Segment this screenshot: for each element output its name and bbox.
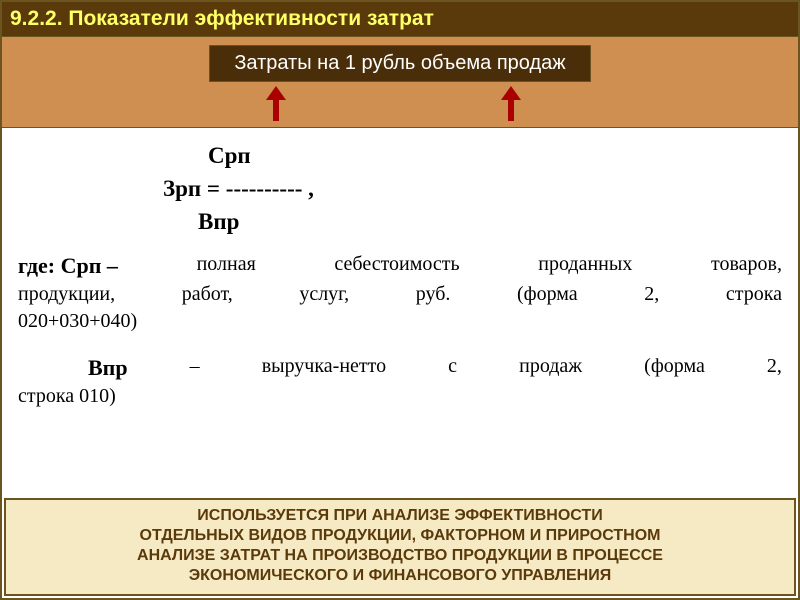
arrows-row [2,86,798,126]
subheader-box: Затраты на 1 рубль объема продаж [209,45,590,82]
where-prefix: где: [18,253,61,278]
formula-equation: Зрп = ---------- , [18,173,782,204]
d2w3: продаж [519,353,582,383]
d2w1: выручка-нетто [262,353,386,383]
d1w1: себестоимость [334,251,459,281]
arrow-up-icon [502,86,520,122]
d1r2w4: (форма [517,281,578,308]
footer-line2: ОТДЕЛЬНЫХ ВИДОВ ПРОДУКЦИИ, ФАКТОРНОМ И П… [16,526,784,546]
srp-label: Срп – [61,253,118,278]
formula-denominator: Впр [18,206,782,237]
d1w0: полная [197,251,256,281]
d1r2w2: услуг, [299,281,349,308]
d1w2: проданных [538,251,632,281]
subheader-label: Затраты на 1 рубль объема продаж [234,52,565,74]
d1w3: товаров, [711,251,782,281]
definition-vpr: Впр – выручка-нетто с продаж (форма 2, с… [18,353,782,410]
section-header: 9.2.2. Показатели эффективности затрат [2,2,798,37]
definition-srp: где: Срп – полная себестоимость проданны… [18,251,782,335]
d2w4: (форма [644,353,705,383]
content-area: Срп Зрп = ---------- , Впр где: Срп – по… [2,128,798,414]
d1-row3: 020+030+040) [18,308,782,335]
footer-line4: ЭКОНОМИЧЕСКОГО И ФИНАНСОВОГО УПРАВЛЕНИЯ [16,566,784,586]
section-title: 9.2.2. Показатели эффективности затрат [10,7,434,30]
subheader-row: Затраты на 1 рубль объема продаж [2,37,798,128]
d1r2w3: руб. [416,281,451,308]
d1r2w5: 2, [644,281,659,308]
d1r2w0: продукции, [18,281,115,308]
arrow-up-icon [267,86,285,122]
d2w5: 2, [767,353,782,383]
vpr-label: Впр [88,355,128,380]
d1r2w1: работ, [182,281,233,308]
footer-note: ИСПОЛЬЗУЕТСЯ ПРИ АНАЛИЗЕ ЭФФЕКТИВНОСТИ О… [4,498,796,596]
footer-line3: АНАЛИЗЕ ЗАТРАТ НА ПРОИЗВОДСТВО ПРОДУКЦИИ… [16,546,784,566]
footer-line1: ИСПОЛЬЗУЕТСЯ ПРИ АНАЛИЗЕ ЭФФЕКТИВНОСТИ [16,506,784,526]
formula-numerator: Срп [18,140,782,171]
d1r2w6: строка [726,281,782,308]
d2-row2: строка 010) [18,383,782,410]
d2w2: с [448,353,457,383]
slide-container: 9.2.2. Показатели эффективности затрат З… [0,0,800,600]
d2w0: – [190,353,200,383]
